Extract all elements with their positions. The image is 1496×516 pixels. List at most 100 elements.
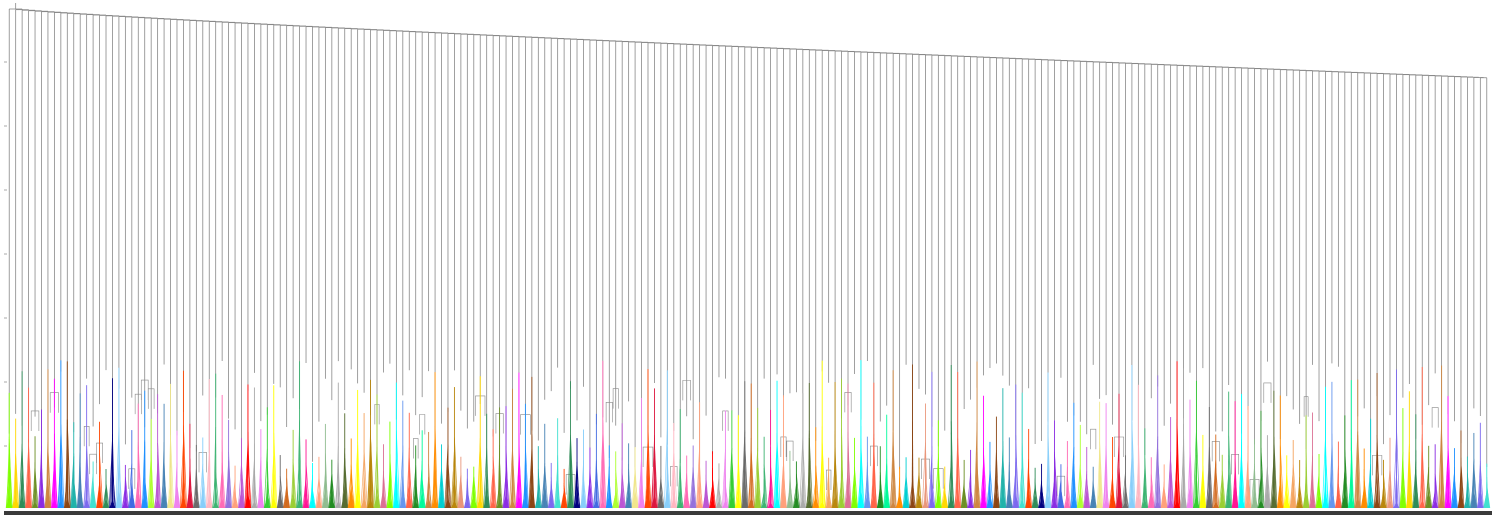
leaf-cluster: [218, 394, 226, 509]
leaf-line: [396, 430, 400, 509]
leaf-line: [254, 485, 258, 509]
leaf-fill: [722, 499, 729, 508]
leaf-cluster: [147, 418, 155, 509]
leaf-fill: [967, 498, 974, 508]
leaf-cluster: [1186, 399, 1194, 509]
leaf-fill: [1012, 493, 1019, 508]
leaf-line: [1228, 435, 1233, 509]
leaf-fill: [1315, 494, 1323, 508]
leaf-cluster: [373, 394, 381, 509]
leaf-cluster: [341, 413, 349, 509]
leaf-line: [912, 421, 914, 509]
leaf-fill: [1115, 493, 1123, 508]
leaf-line: [1349, 460, 1352, 509]
leaf-fill: [586, 498, 594, 508]
leaf-line: [1392, 435, 1397, 509]
leaf-cluster: [1257, 410, 1265, 509]
leaf-line: [509, 448, 513, 509]
leaf-line: [1486, 486, 1491, 509]
leaf-line: [399, 449, 404, 509]
leaf-line: [1273, 436, 1278, 509]
leaf-line: [1338, 484, 1342, 509]
leaf-line: [299, 484, 304, 509]
leaf-line: [337, 485, 342, 509]
leaf-cluster: [560, 468, 568, 509]
leaf-line: [1176, 452, 1181, 509]
leaf-line: [602, 425, 607, 509]
leaf-line: [1170, 461, 1175, 509]
leaf-cluster: [1322, 386, 1329, 509]
leaf-fill: [909, 497, 916, 508]
leaf-line: [1054, 454, 1058, 509]
leaf-fill: [1322, 490, 1329, 508]
leaf-cluster: [1438, 365, 1446, 509]
leaf-line: [1297, 476, 1301, 509]
leaf-cluster: [444, 407, 452, 509]
leaf-fill: [296, 496, 303, 508]
leaf-fill: [1038, 501, 1045, 508]
leaf-fill: [290, 493, 297, 508]
leaf-fill: [812, 495, 819, 508]
leaf-cluster: [96, 421, 104, 509]
leaf-fill: [6, 494, 13, 508]
leaf-fill: [444, 498, 452, 508]
leaf-line: [621, 473, 626, 509]
leaf-line: [41, 477, 45, 509]
leaf-cluster: [25, 387, 33, 509]
leaf-line: [1115, 442, 1120, 509]
leaf-cluster: [999, 388, 1007, 509]
leaf-cluster: [63, 361, 71, 509]
leaf-line: [1138, 480, 1142, 509]
leaf-fill: [522, 496, 529, 508]
leaf-line: [1434, 473, 1439, 509]
leaf-line: [666, 468, 671, 509]
leaf-line: [570, 442, 574, 509]
leaf-line: [828, 491, 833, 509]
leaf-line: [1408, 464, 1413, 509]
leaf-cluster: [1096, 401, 1104, 509]
leaf-line: [770, 465, 775, 509]
leaf-cluster: [825, 457, 833, 509]
leaf-line: [1415, 478, 1420, 509]
leaf-line: [305, 488, 309, 509]
leaf-line: [170, 437, 174, 509]
leaf-line: [1309, 455, 1313, 509]
leaf-cluster: [773, 380, 781, 509]
leaf-line: [589, 481, 593, 509]
leaf-line: [731, 475, 735, 509]
leaf-fill: [1380, 497, 1387, 508]
leaf-cluster: [876, 446, 884, 509]
leaf-fill: [496, 501, 503, 508]
leaf-line: [157, 452, 160, 509]
leaf-line: [1286, 475, 1291, 509]
leaf-line: [245, 450, 249, 509]
leaf-line: [1350, 447, 1353, 509]
leaf-cluster: [173, 430, 181, 509]
leaf-fill: [322, 488, 329, 508]
leaf-cluster: [321, 423, 329, 509]
leaf-fill: [993, 489, 1000, 508]
leaf-cluster: [463, 468, 471, 509]
leaf-cluster: [115, 367, 123, 509]
leaf-fill: [651, 494, 658, 508]
leaf-line: [550, 485, 555, 509]
leaf-line: [792, 484, 797, 509]
leaf-cluster: [1251, 439, 1258, 509]
leaf-line: [60, 424, 65, 509]
leaf-cluster: [412, 445, 420, 509]
leaf-fill: [1399, 489, 1406, 508]
leaf-fill: [1238, 490, 1245, 508]
leaf-line: [763, 464, 768, 509]
leaf-line: [8, 453, 12, 509]
leaf-cluster: [780, 395, 787, 509]
leaf-line: [1181, 439, 1184, 509]
leaf-fill: [1412, 491, 1419, 508]
leaf-fill: [851, 492, 858, 508]
leaf-fill: [309, 496, 316, 508]
leaf-line: [518, 452, 523, 509]
leaf-line: [841, 428, 844, 509]
leaf-line: [444, 444, 449, 509]
leaf-line: [537, 473, 542, 509]
leaf-cluster: [360, 413, 368, 509]
leaf-fill: [1064, 500, 1071, 508]
